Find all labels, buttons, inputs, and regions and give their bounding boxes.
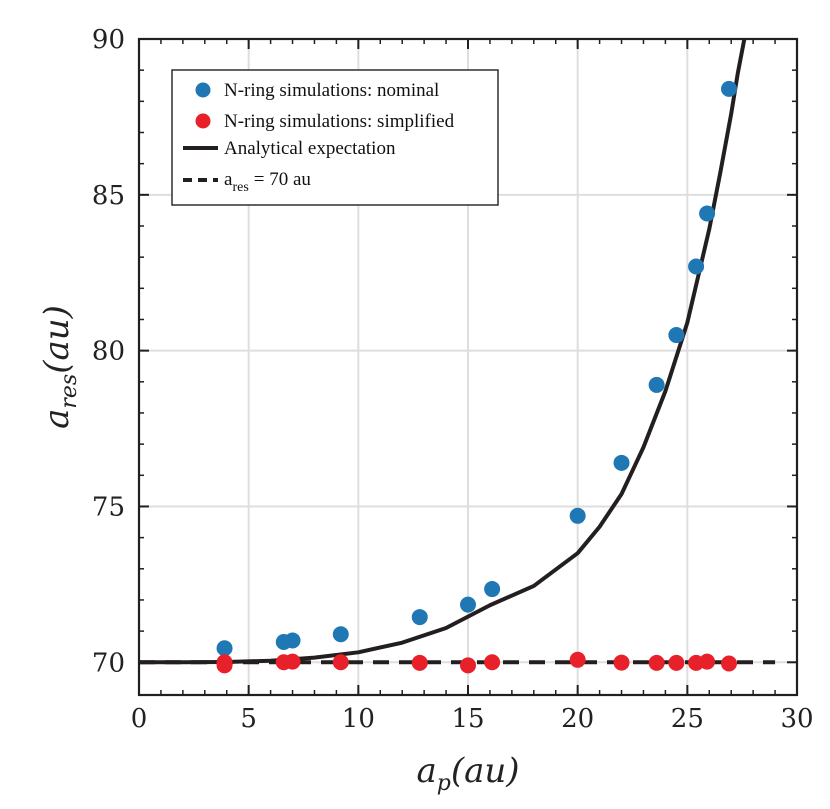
simplified-point [721,655,738,672]
nominal-point [332,626,349,643]
nominal-point [569,507,586,524]
nominal-point [484,581,501,598]
legend-label-analytical: Analytical expectation [224,138,396,159]
y-tick-label: 90 [92,25,125,55]
simplified-point [460,657,476,674]
nominal-point [284,632,301,649]
axis-ticks [138,38,798,695]
legend-label-ares-70-base: a [224,169,233,190]
y-tick-label: 75 [92,492,125,522]
simplified-point [699,653,716,670]
nominal-point [648,376,665,393]
y-tick-label: 85 [92,181,125,211]
x-tick-label: 15 [451,704,484,734]
legend-box [171,69,499,206]
x-tick-label: 25 [671,704,704,734]
y-axis-label-sub: res [57,374,82,409]
nominal-point [688,258,705,275]
x-axis-label: ap(au) [416,751,519,796]
x-axis-label-rest: (au) [451,751,520,791]
tick-labels: 0 5 10 15 20 25 30 70 75 80 85 90 [92,25,814,734]
nominal-point [613,454,630,471]
y-tick-label: 70 [92,648,125,678]
x-tick-label: 0 [131,704,148,734]
nominal-point [460,596,476,613]
x-tick-label: 10 [342,704,375,734]
nominal-point [699,205,716,222]
nominal-point [668,327,685,344]
simplified-point [284,653,301,670]
legend-marker-nominal [195,82,211,98]
legend-label-ares-70-rest: = 70 au [254,169,312,190]
nominal-point [721,80,738,97]
x-tick-label: 5 [240,704,257,734]
x-tick-label: 30 [780,704,813,734]
simplified-point [332,654,349,671]
simplified-point [648,654,665,671]
simplified-point [668,654,685,671]
simplified-point [613,654,630,671]
x-axis-label-base: a [416,751,436,791]
simplified-point [484,654,501,671]
nominal-point [411,609,428,626]
legend-label-ares-70: ares = 70 au [224,169,311,195]
x-tick-label: 20 [561,704,594,734]
simplified-point [569,651,586,668]
legend-label-simplified: N-ring simulations: simplified [224,111,455,132]
y-tick-label: 80 [92,337,125,367]
x-axis-label-sub: p [437,771,451,796]
legend: N-ring simulations: nominal N-ring simul… [171,69,499,206]
y-axis-label-rest: (au) [37,305,77,374]
nominal-point [216,640,233,657]
simplified-point [411,654,428,671]
plot-series [139,39,776,674]
simplified-point [216,654,233,671]
y-axis-label-base: a [37,409,77,429]
legend-marker-simplified [195,113,211,129]
legend-label-nominal: N-ring simulations: nominal [224,80,439,101]
legend-label-ares-70-sub: res [232,180,248,195]
y-axis-label: ares(au) [37,305,82,429]
